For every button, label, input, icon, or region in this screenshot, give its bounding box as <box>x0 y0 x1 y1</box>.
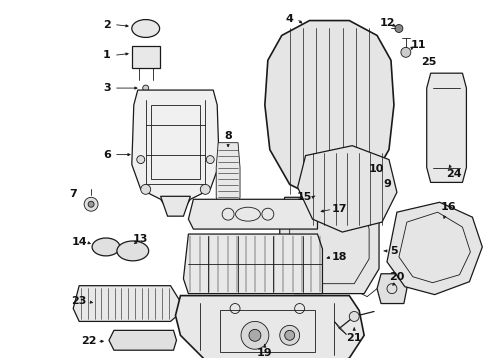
Ellipse shape <box>117 241 148 261</box>
Polygon shape <box>265 21 394 199</box>
Text: 21: 21 <box>346 333 362 343</box>
Polygon shape <box>280 197 379 294</box>
Text: 25: 25 <box>421 57 437 67</box>
Circle shape <box>280 325 299 345</box>
Circle shape <box>206 156 214 163</box>
Polygon shape <box>387 202 482 294</box>
Text: 12: 12 <box>379 18 395 27</box>
Text: 3: 3 <box>103 83 111 93</box>
Text: 9: 9 <box>383 179 391 189</box>
Text: 2: 2 <box>103 19 111 30</box>
Circle shape <box>141 184 150 194</box>
Text: 1: 1 <box>103 50 111 60</box>
Circle shape <box>200 184 210 194</box>
Text: 5: 5 <box>390 246 398 256</box>
Text: 22: 22 <box>81 336 97 346</box>
Text: 11: 11 <box>411 40 426 50</box>
Ellipse shape <box>92 238 120 256</box>
Text: 15: 15 <box>297 192 312 202</box>
Polygon shape <box>216 143 240 212</box>
Text: 8: 8 <box>224 131 232 141</box>
Polygon shape <box>377 274 407 303</box>
Polygon shape <box>109 330 176 350</box>
Text: 6: 6 <box>103 150 111 159</box>
Circle shape <box>137 156 145 163</box>
Circle shape <box>143 85 148 91</box>
Ellipse shape <box>132 19 160 37</box>
Circle shape <box>349 311 359 321</box>
Text: 23: 23 <box>72 296 87 306</box>
Polygon shape <box>161 196 191 216</box>
Polygon shape <box>73 286 185 321</box>
Circle shape <box>241 321 269 349</box>
Polygon shape <box>188 199 318 229</box>
Text: 16: 16 <box>441 202 456 212</box>
Text: 10: 10 <box>368 165 384 175</box>
Circle shape <box>362 171 376 184</box>
Circle shape <box>84 197 98 211</box>
Circle shape <box>395 24 403 32</box>
Text: 7: 7 <box>70 189 77 199</box>
Text: 17: 17 <box>332 204 347 214</box>
Circle shape <box>285 330 294 340</box>
Text: 18: 18 <box>332 252 347 262</box>
Circle shape <box>366 175 372 180</box>
Circle shape <box>401 48 411 57</box>
Polygon shape <box>132 46 160 68</box>
Circle shape <box>249 329 261 341</box>
Circle shape <box>88 201 94 207</box>
Text: 20: 20 <box>389 272 405 282</box>
Text: 13: 13 <box>133 234 148 244</box>
Polygon shape <box>427 73 466 183</box>
Text: 14: 14 <box>72 237 87 247</box>
Polygon shape <box>297 146 397 232</box>
Polygon shape <box>183 234 322 294</box>
Text: 4: 4 <box>286 14 294 23</box>
Text: 24: 24 <box>446 170 461 180</box>
Polygon shape <box>175 296 364 360</box>
Text: 19: 19 <box>257 348 272 358</box>
Polygon shape <box>132 90 219 214</box>
